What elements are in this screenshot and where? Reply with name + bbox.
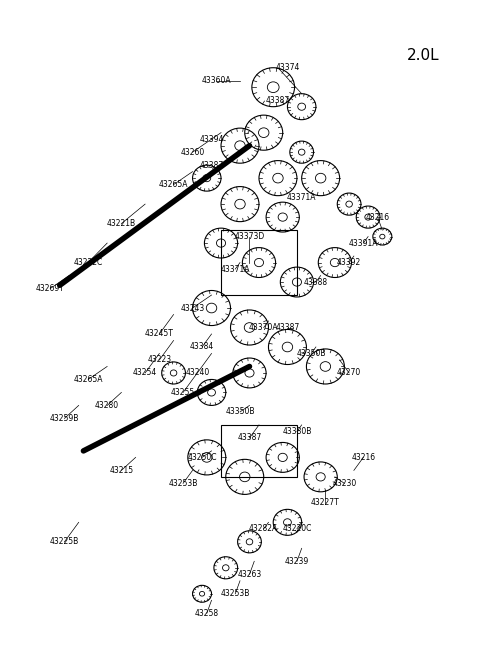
Text: 43220C: 43220C xyxy=(282,525,312,533)
Text: 43216: 43216 xyxy=(351,453,375,462)
Text: 43225B: 43225B xyxy=(50,537,79,546)
Text: 43258: 43258 xyxy=(195,608,219,618)
Text: 2.0L: 2.0L xyxy=(407,48,439,64)
Text: 43216: 43216 xyxy=(366,213,390,221)
Text: 43384: 43384 xyxy=(190,343,214,352)
Text: 43245T: 43245T xyxy=(145,329,174,339)
Text: 43263: 43263 xyxy=(238,570,262,579)
Text: 43270: 43270 xyxy=(337,369,361,377)
Text: 43253B: 43253B xyxy=(221,590,250,598)
Text: 43371A: 43371A xyxy=(287,193,316,202)
Text: 43215: 43215 xyxy=(109,466,133,475)
Text: 43255: 43255 xyxy=(171,388,195,397)
Text: 43222C: 43222C xyxy=(73,258,103,267)
Text: 43239: 43239 xyxy=(285,557,309,566)
Text: 43223: 43223 xyxy=(147,356,171,364)
Text: 43250C: 43250C xyxy=(187,453,217,462)
Text: 43243: 43243 xyxy=(180,303,204,312)
Text: 43392: 43392 xyxy=(337,258,361,267)
Text: 43387: 43387 xyxy=(238,434,262,442)
Text: 43230: 43230 xyxy=(332,479,357,488)
Text: 43360A: 43360A xyxy=(202,76,231,85)
Text: 43380B: 43380B xyxy=(282,427,312,436)
Bar xyxy=(221,425,297,477)
Text: 43260: 43260 xyxy=(180,147,204,157)
Text: 43282A: 43282A xyxy=(249,525,278,533)
Text: 43259B: 43259B xyxy=(50,414,79,423)
Text: 43265A: 43265A xyxy=(159,180,188,189)
Text: 43374: 43374 xyxy=(275,64,300,72)
Text: 43387: 43387 xyxy=(276,323,300,332)
Text: 43350B: 43350B xyxy=(225,407,255,417)
Text: 43253B: 43253B xyxy=(168,479,198,488)
Text: 43388: 43388 xyxy=(304,278,328,286)
Text: 43387: 43387 xyxy=(266,96,290,105)
Text: 43391A: 43391A xyxy=(348,238,378,248)
Text: 43269T: 43269T xyxy=(36,284,65,293)
Text: 43240: 43240 xyxy=(185,369,209,377)
Text: 43370A: 43370A xyxy=(249,323,278,332)
Text: 43387: 43387 xyxy=(199,160,224,170)
Text: 43371A: 43371A xyxy=(220,265,250,274)
Bar xyxy=(221,230,297,295)
Text: 43265A: 43265A xyxy=(73,375,103,384)
Text: 43280: 43280 xyxy=(95,401,119,410)
Text: 43254: 43254 xyxy=(133,369,157,377)
Text: 43221B: 43221B xyxy=(107,219,136,228)
Text: 43394: 43394 xyxy=(199,135,224,143)
Text: 43350B: 43350B xyxy=(297,349,326,358)
Text: 43227T: 43227T xyxy=(311,498,340,508)
Text: 43373D: 43373D xyxy=(234,232,264,241)
